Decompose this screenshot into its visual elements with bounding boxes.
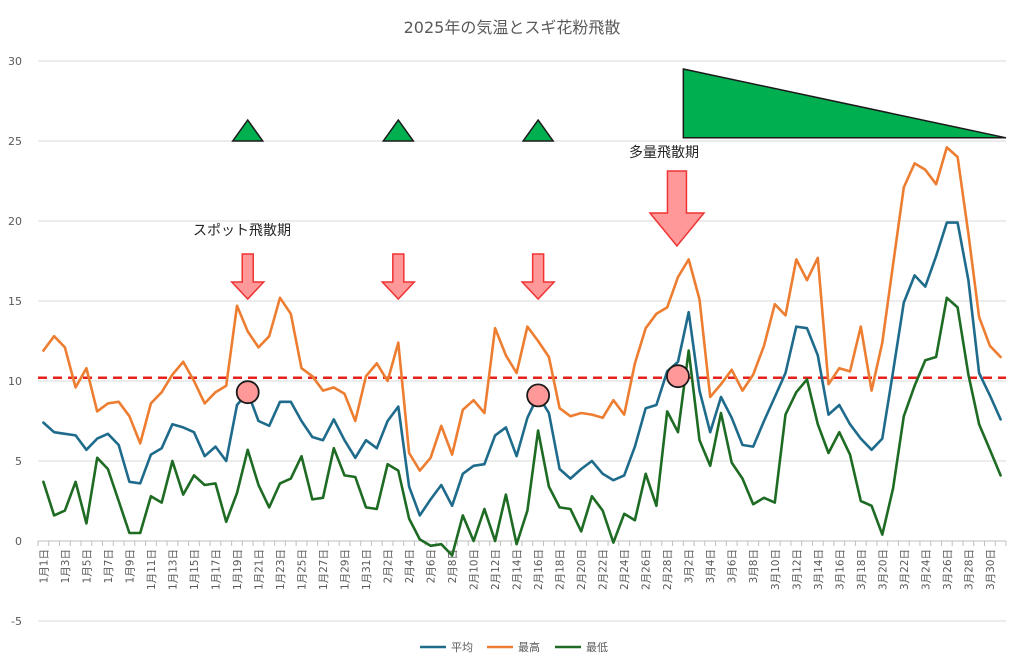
x-tick-label: 1月23日 (275, 549, 287, 590)
x-tick-label: 3月20日 (877, 549, 889, 590)
x-tick-label: 1月17日 (210, 549, 222, 590)
x-tick-label: 3月8日 (748, 549, 760, 583)
chart-title: 2025年の気温とスギ花粉飛散 (404, 18, 621, 37)
x-tick-label: 3月28日 (963, 549, 975, 590)
series-lines (42, 146, 1002, 557)
x-tick-label: 3月2日 (684, 549, 696, 583)
x-tick-label: 1月27日 (318, 549, 330, 590)
x-tick-label: 1月9日 (124, 549, 136, 583)
gridlines (38, 60, 1006, 622)
x-tick-label: 1月1日 (38, 549, 50, 583)
x-tick-label: 2月24日 (619, 549, 631, 590)
x-tick-label: 2月14日 (512, 549, 524, 590)
x-tick-label: 2月20日 (576, 549, 588, 590)
x-axis-ticks: 1月1日 1月3日 1月5日 1月7日 1月9日 1月11日 1月13日 1月15日 1月17日… (37, 541, 1007, 590)
series-line-最高 (42, 146, 1002, 472)
spot-dispersal-marker (381, 118, 415, 142)
spot-dispersal-marker (231, 118, 265, 142)
x-tick-label: 3月4日 (705, 549, 717, 583)
spot-arrow (380, 253, 417, 301)
highlight-circle (235, 380, 260, 405)
legend-label: 最低 (586, 641, 608, 654)
spot-period-label: スポット飛散期 (193, 223, 291, 239)
legend: 平均 最高 最低 (420, 640, 608, 654)
x-tick-label: 3月12日 (791, 549, 803, 590)
series-line-最低 (42, 296, 1002, 557)
x-tick-label: 1月11日 (146, 549, 158, 590)
highlight-circle (666, 364, 690, 389)
x-tick-label: 2月2日 (383, 549, 395, 583)
y-tick-label: 0 (15, 535, 22, 548)
x-tick-label: 2月8日 (447, 549, 459, 583)
highlight-circle (526, 383, 551, 408)
heavy-dispersal-wedge (682, 68, 1007, 139)
x-tick-label: 2月10日 (469, 549, 481, 590)
x-tick-label: 1月25日 (297, 549, 309, 590)
x-tick-label: 2月28日 (662, 549, 674, 590)
x-tick-label: 1月7日 (103, 549, 115, 583)
series-line-平均 (42, 221, 1002, 517)
x-tick-label: 3月6日 (727, 549, 739, 583)
legend-label: 最高 (518, 640, 540, 654)
x-tick-label: 1月15日 (189, 549, 201, 590)
spot-arrow (229, 253, 266, 301)
x-tick-label: 3月22日 (899, 549, 911, 590)
y-tick-label: 25 (8, 135, 22, 148)
x-tick-label: 2月16日 (533, 549, 545, 590)
spot-arrow (520, 253, 556, 301)
x-tick-label: 3月16日 (834, 549, 846, 590)
legend-label: 平均 (451, 641, 473, 654)
x-tick-label: 1月13日 (167, 549, 179, 590)
y-axis-ticks: -5 0 5 10 15 20 25 30 (8, 55, 22, 628)
y-tick-label: 30 (8, 55, 22, 68)
x-tick-label: 1月21日 (253, 549, 265, 590)
x-tick-label: 2月12日 (490, 549, 502, 590)
x-tick-label: 2月18日 (555, 549, 567, 590)
x-tick-label: 2月26日 (641, 549, 653, 590)
x-tick-label: 1月5日 (81, 549, 93, 583)
pollen-overlays (38, 68, 1007, 380)
x-tick-label: 1月3日 (60, 549, 72, 583)
heavy-arrow (648, 170, 706, 248)
y-tick-label: -5 (11, 615, 22, 628)
x-tick-label: 1月29日 (340, 549, 352, 590)
x-tick-label: 3月18日 (856, 549, 868, 590)
x-tick-label: 3月14日 (813, 549, 825, 590)
x-tick-label: 3月24日 (920, 549, 932, 590)
x-tick-label: 3月26日 (942, 549, 954, 590)
x-tick-label: 1月31日 (361, 549, 373, 590)
y-tick-label: 5 (15, 455, 22, 468)
y-tick-label: 15 (8, 295, 22, 308)
x-tick-label: 3月10日 (770, 549, 782, 590)
highlight-markers (235, 364, 690, 408)
x-tick-label: 2月4日 (404, 549, 416, 583)
spot-dispersal-marker (521, 118, 555, 142)
heavy-period-label: 多量飛散期 (629, 144, 699, 161)
x-tick-label: 1月19日 (232, 549, 244, 590)
x-tick-label: 2月6日 (426, 549, 438, 583)
y-tick-label: 10 (8, 375, 22, 388)
x-tick-label: 3月30日 (985, 549, 997, 590)
y-tick-label: 20 (8, 215, 22, 228)
x-tick-label: 2月22日 (598, 549, 610, 590)
